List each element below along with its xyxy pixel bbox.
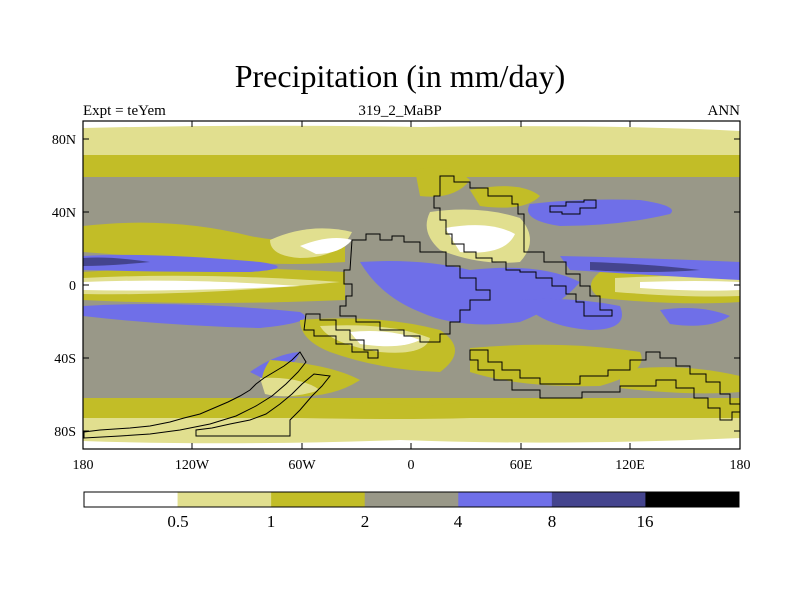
landmass-southwest-arc (83, 351, 307, 439)
field-subtrop-n-dry (300, 238, 352, 254)
field-south-patch (300, 401, 520, 419)
precip-field (83, 121, 740, 449)
landmass-southeast (469, 349, 741, 421)
lon-label-120w: 120W (175, 458, 210, 473)
landmass-central (339, 233, 491, 343)
colorbar (84, 492, 740, 507)
field-desert-sc (350, 331, 420, 347)
lon-label-0: 0 (408, 458, 415, 473)
colorbar-swatch-6 (645, 492, 740, 507)
lat-label-80n: 80N (52, 133, 76, 148)
colorbar-label-0-5: 0.5 (167, 512, 188, 531)
field-dry-far-se (620, 367, 740, 394)
field-north-mid (83, 155, 740, 177)
season-label: ANN (707, 103, 741, 119)
colorbar-label-2: 2 (361, 512, 370, 531)
coastlines (83, 175, 741, 439)
lat-label-40s: 40S (54, 352, 76, 367)
lon-label-180e: 180 (730, 458, 751, 473)
landmass-island (549, 199, 597, 215)
field-wet-n (83, 254, 278, 272)
field-wet-s (83, 304, 305, 328)
colorbar-swatch-0 (84, 492, 179, 507)
lat-label-40n: 40N (52, 206, 76, 221)
field-dry-n (415, 167, 470, 197)
field-eq-east-dry (640, 281, 740, 291)
field-wet-tropics (360, 261, 580, 325)
field-wet-indian (520, 298, 622, 330)
colorbar-label-8: 8 (548, 512, 557, 531)
lon-label-120e: 120E (615, 458, 645, 473)
lon-label-60e: 60E (510, 458, 533, 473)
colorbar-label-16: 16 (637, 512, 654, 531)
field-very-wet-n (83, 257, 150, 266)
lon-label-180w: 180 (73, 458, 94, 473)
field-desert-nc (445, 225, 515, 253)
colorbar-swatch-4 (458, 492, 553, 507)
colorbar-swatch-2 (271, 492, 366, 507)
field-dry-sw-light (260, 377, 320, 397)
lat-tick-marks (83, 138, 740, 432)
field-wet-sepac (660, 308, 730, 326)
landmass-peninsula (303, 313, 379, 359)
colorbar-label-1: 1 (267, 512, 276, 531)
landmass-southern (195, 373, 331, 437)
field-very-wet-ne (590, 262, 700, 272)
lat-label-0: 0 (69, 279, 76, 294)
colorbar-frame (83, 491, 740, 508)
field-subtrop-n (83, 222, 345, 264)
figure-title: Precipitation (in mm/day) (234, 58, 566, 94)
colorbar-label-4: 4 (454, 512, 463, 531)
period-label: 319_2_MaBP (358, 103, 442, 119)
colorbar-swatch-5 (551, 492, 646, 507)
lat-label-80s: 80S (54, 425, 76, 440)
experiment-label: Expt = teYem (83, 103, 166, 119)
colorbar-swatch-3 (364, 492, 459, 507)
colorbar-swatch-1 (177, 492, 272, 507)
field-eq-band-dry (83, 280, 300, 291)
lon-tick-marks (191, 121, 631, 449)
lon-label-60w: 60W (288, 458, 316, 473)
landmass-north-east (433, 175, 613, 317)
